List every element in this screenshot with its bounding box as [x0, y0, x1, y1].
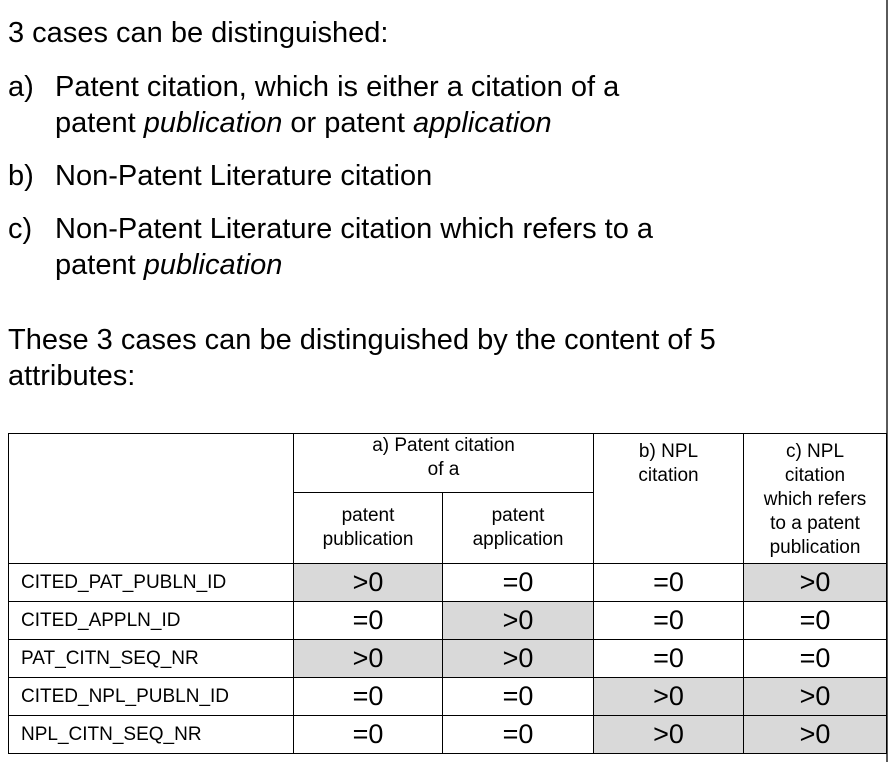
case-c-line2-em1: publication: [144, 249, 283, 281]
attribute-name: PAT_CITN_SEQ_NR: [9, 640, 294, 678]
value-cell: =0: [744, 602, 887, 640]
value-cell: =0: [594, 564, 744, 602]
case-c-line2-pre: patent: [55, 249, 144, 281]
value-cell: >0: [443, 602, 594, 640]
header-b: b) NPL citation: [594, 434, 744, 564]
value-cell: =0: [294, 716, 443, 754]
value-cell: =0: [443, 678, 594, 716]
value-cell: =0: [443, 716, 594, 754]
header-sub-publication-line1: patent: [342, 505, 395, 526]
case-a-text: Patent citation, which is either a citat…: [55, 69, 619, 141]
table-row: CITED_APPLN_ID =0 >0 =0 =0: [9, 602, 887, 640]
value-cell: >0: [744, 564, 887, 602]
table-row: CITED_PAT_PUBLN_ID >0 =0 =0 >0: [9, 564, 887, 602]
header-c: c) NPL citation which refers to a patent…: [744, 434, 887, 564]
header-sub-publication: patent publication: [294, 493, 443, 564]
value-cell: =0: [443, 564, 594, 602]
header-b-line2: citation: [638, 465, 698, 486]
header-c-line1: c) NPL: [786, 441, 844, 462]
case-a-line1: Patent citation, which is either a citat…: [55, 71, 619, 103]
attribute-name: CITED_APPLN_ID: [9, 602, 294, 640]
header-empty-cell: [9, 434, 294, 564]
header-c-line4: to a patent: [770, 513, 860, 534]
header-group-a-line1: a) Patent citation: [372, 435, 515, 456]
header-b-line1: b) NPL: [639, 441, 698, 462]
case-a-line2-pre: patent: [55, 107, 144, 139]
value-cell: >0: [294, 640, 443, 678]
value-cell: =0: [294, 602, 443, 640]
header-c-line2: citation: [785, 465, 845, 486]
case-a-marker: a): [8, 69, 34, 105]
header-sub-application-line1: patent: [492, 505, 545, 526]
value-cell: =0: [294, 678, 443, 716]
value-cell: >0: [594, 678, 744, 716]
value-cell: >0: [294, 564, 443, 602]
value-cell: =0: [594, 640, 744, 678]
header-sub-application-line2: application: [473, 529, 564, 550]
header-group-a-line2: of a: [428, 459, 460, 480]
case-b-marker: b): [8, 158, 34, 194]
table-row: NPL_CITN_SEQ_NR =0 =0 >0 >0: [9, 716, 887, 754]
attributes-paragraph: These 3 cases can be distinguished by th…: [8, 322, 716, 394]
header-sub-application: patent application: [443, 493, 594, 564]
value-cell: >0: [744, 716, 887, 754]
case-a-line2-em1: publication: [144, 107, 283, 139]
attribute-name: CITED_NPL_PUBLN_ID: [9, 678, 294, 716]
value-cell: =0: [594, 602, 744, 640]
case-c-line1: Non-Patent Literature citation which ref…: [55, 213, 653, 245]
attribute-table: a) Patent citation of a b) NPL citation …: [8, 433, 887, 754]
table-row: PAT_CITN_SEQ_NR >0 >0 =0 =0: [9, 640, 887, 678]
case-c-marker: c): [8, 211, 32, 247]
attribute-name: CITED_PAT_PUBLN_ID: [9, 564, 294, 602]
case-a-line2-em2: application: [413, 107, 552, 139]
header-group-a: a) Patent citation of a: [294, 434, 594, 493]
intro-text: 3 cases can be distinguished:: [8, 15, 388, 51]
header-c-line5: publication: [770, 537, 861, 558]
value-cell: >0: [744, 678, 887, 716]
paragraph-line1: These 3 cases can be distinguished by th…: [8, 324, 716, 356]
value-cell: >0: [443, 640, 594, 678]
case-c-text: Non-Patent Literature citation which ref…: [55, 211, 653, 283]
value-cell: =0: [744, 640, 887, 678]
attribute-name: NPL_CITN_SEQ_NR: [9, 716, 294, 754]
header-c-line3: which refers: [764, 489, 866, 510]
paragraph-line2: attributes:: [8, 360, 135, 392]
case-b-text: Non-Patent Literature citation: [55, 158, 432, 194]
header-sub-publication-line2: publication: [323, 529, 414, 550]
table-row: CITED_NPL_PUBLN_ID =0 =0 >0 >0: [9, 678, 887, 716]
case-a-line2-mid: or patent: [282, 107, 413, 139]
value-cell: >0: [594, 716, 744, 754]
